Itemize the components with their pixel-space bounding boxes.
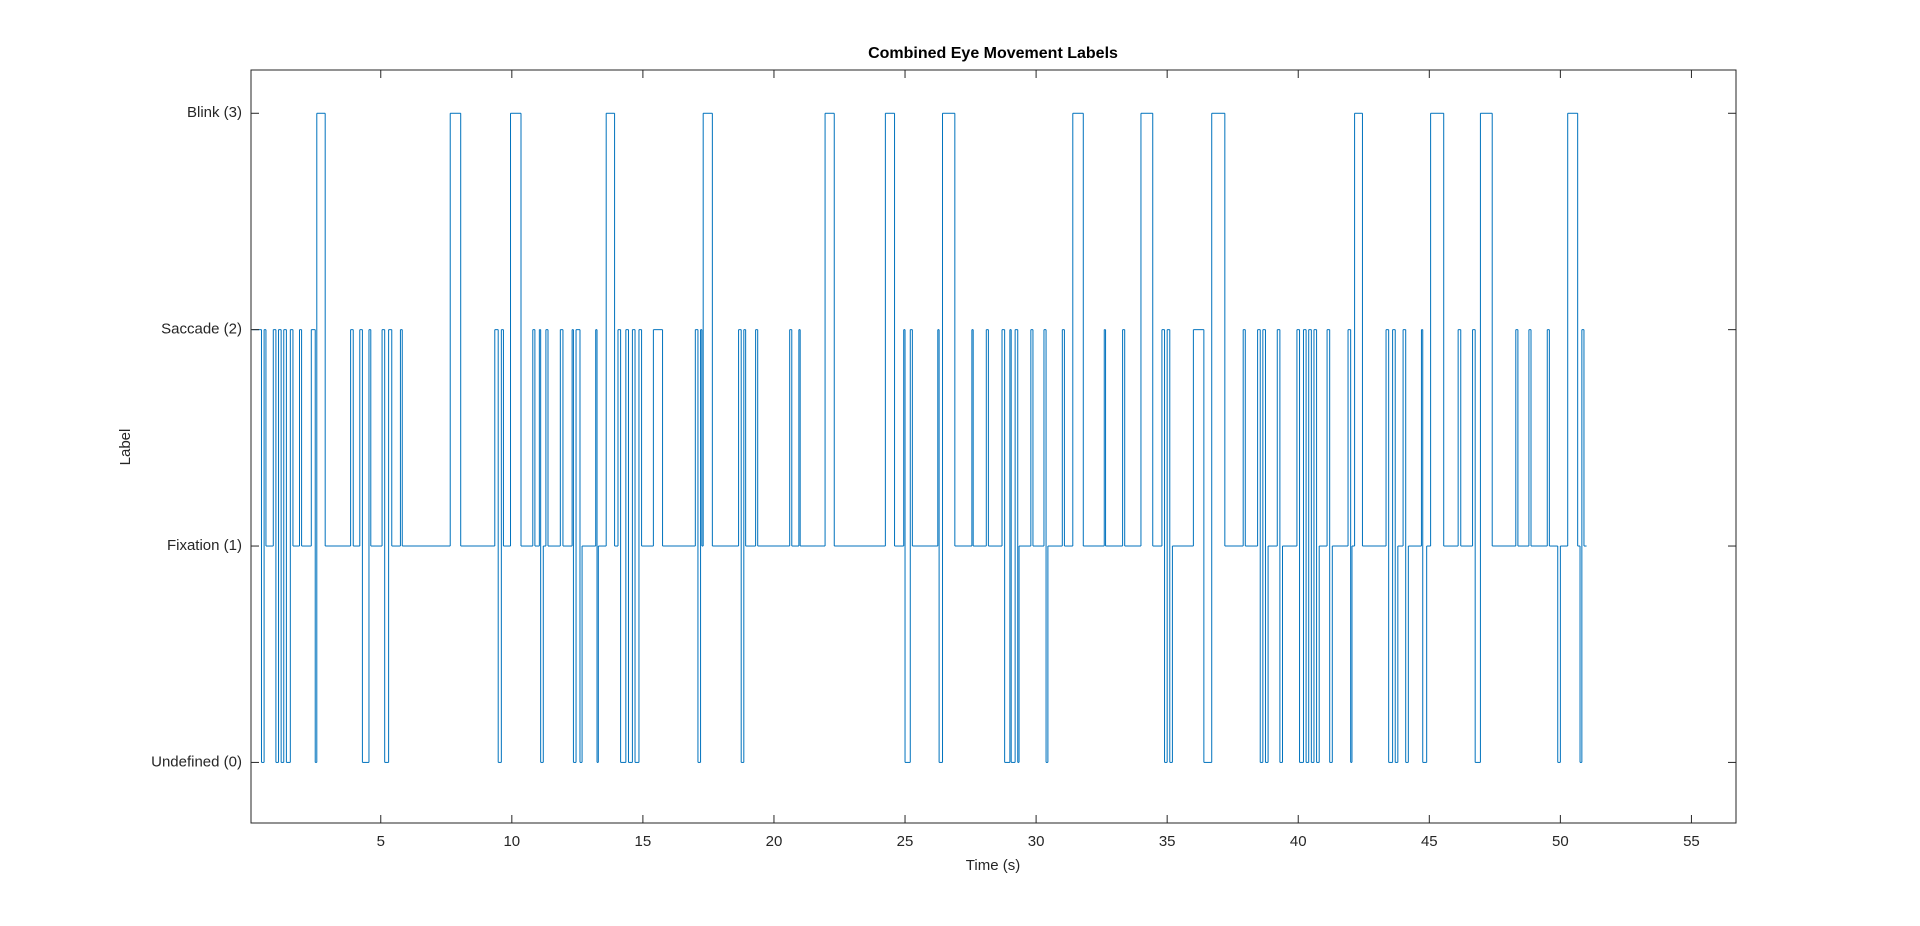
x-tick-label: 20 (766, 833, 783, 850)
x-tick-label: 45 (1421, 833, 1438, 850)
axes-box (250, 69, 1737, 824)
y-axis-label: Label (117, 429, 134, 466)
y-tick-label: Undefined (0) (151, 753, 242, 770)
x-tick-label: 15 (635, 833, 652, 850)
y-tick-label: Blink (3) (187, 104, 242, 121)
x-tick-label: 25 (897, 833, 914, 850)
chart-title: Combined Eye Movement Labels (868, 45, 1118, 62)
x-tick-label: 55 (1683, 833, 1700, 850)
x-tick-label: 50 (1552, 833, 1569, 850)
x-tick-label: 35 (1159, 833, 1176, 850)
plot-area (251, 70, 1736, 823)
x-tick-label: 10 (503, 833, 520, 850)
x-axis-label: Time (s) (966, 857, 1020, 874)
x-tick-label: 30 (1028, 833, 1045, 850)
plot (252, 112, 1587, 763)
y-tick-label: Fixation (1) (167, 537, 242, 554)
y-tick-label: Saccade (2) (161, 321, 242, 338)
x-tick-label: 5 (377, 833, 385, 850)
x-tick-label: 40 (1290, 833, 1307, 850)
step-connector (260, 113, 1585, 763)
